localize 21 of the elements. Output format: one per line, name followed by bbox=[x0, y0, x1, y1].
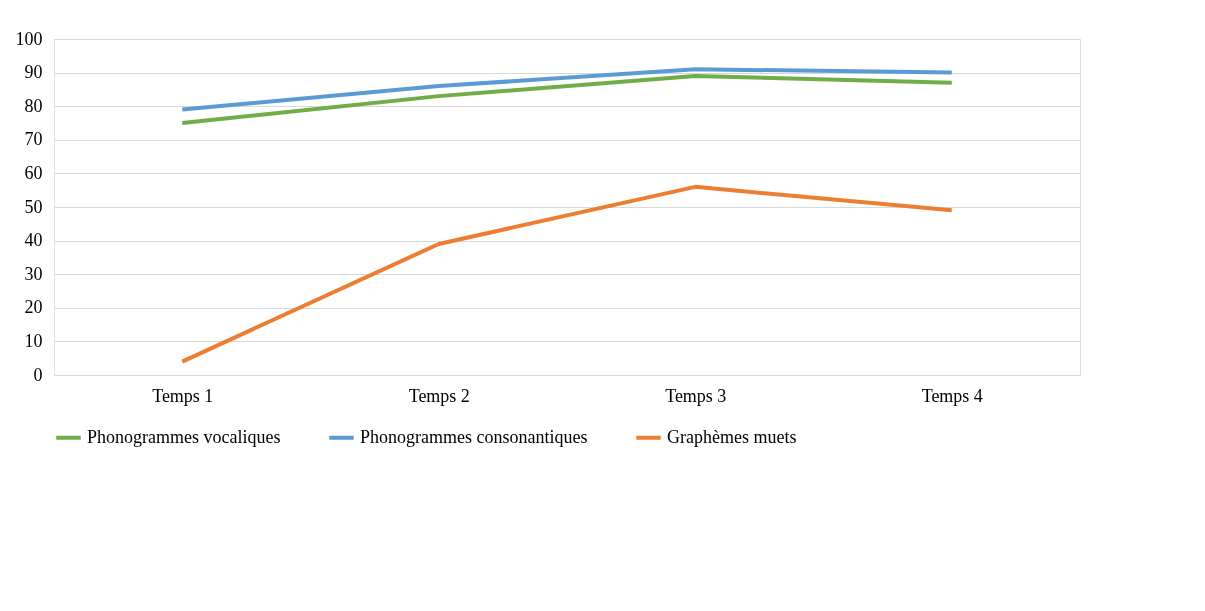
x-tick-label: Temps 3 bbox=[665, 385, 727, 406]
line-series bbox=[180, 73, 954, 125]
x-tick-label: Temps 4 bbox=[921, 385, 983, 406]
y-tick-label: 90 bbox=[24, 62, 43, 83]
x-tick-label: Temps 2 bbox=[408, 385, 470, 406]
legend-label: Graphèmes muets bbox=[667, 426, 797, 447]
y-tick-label: 80 bbox=[24, 95, 43, 116]
y-tick-label: 40 bbox=[24, 230, 43, 251]
y-tick-label: 70 bbox=[24, 129, 43, 150]
legend-label: Phonogrammes consonantiques bbox=[360, 426, 588, 447]
line-series bbox=[180, 67, 954, 112]
y-tick-label: 50 bbox=[24, 196, 43, 217]
x-tick-label: Temps 1 bbox=[152, 385, 214, 406]
y-tick-label: 0 bbox=[33, 364, 43, 385]
legend-label: Phonogrammes vocaliques bbox=[87, 426, 281, 447]
y-tick-label: 60 bbox=[24, 162, 43, 183]
y-tick-label: 20 bbox=[24, 297, 43, 318]
line-series bbox=[180, 184, 954, 364]
y-tick-label: 100 bbox=[15, 28, 43, 49]
y-tick-label: 10 bbox=[24, 330, 43, 351]
y-tick-label: 30 bbox=[24, 263, 43, 284]
